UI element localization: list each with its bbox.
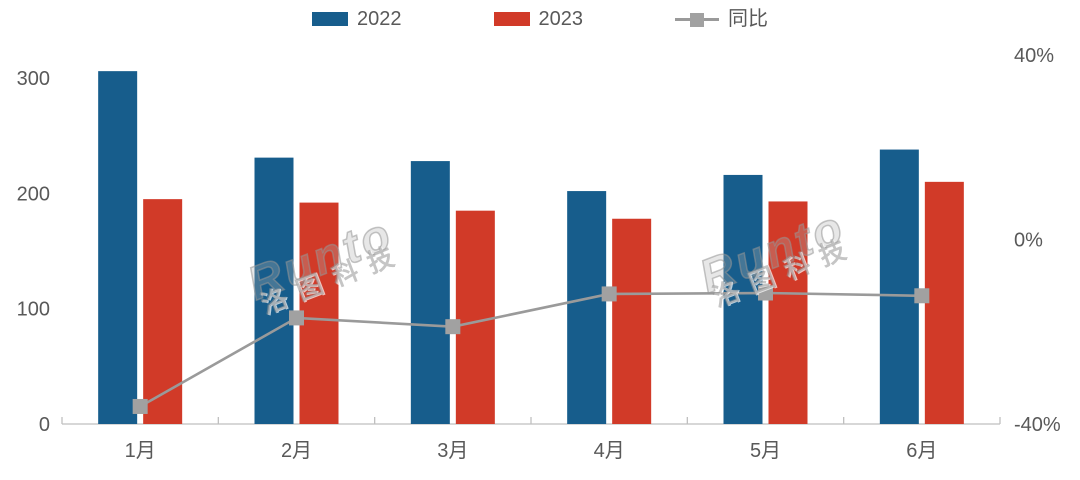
legend-label-yoy: 同比	[728, 8, 768, 30]
bar-2023-4月	[612, 218, 652, 424]
y-right-tick-label: 40%	[1014, 45, 1054, 67]
legend-swatch-2022-icon	[312, 12, 348, 26]
legend-label-2023: 2023	[538, 8, 584, 30]
legend-line-marker-icon	[675, 12, 719, 27]
legend-item-2022: 2022	[312, 6, 402, 32]
x-tick-label-6月: 6月	[906, 440, 937, 462]
bar-2023-1月	[143, 199, 183, 424]
y-left-tick-label: 300	[17, 68, 50, 90]
legend-swatch-2023-icon	[493, 12, 530, 26]
chart-legend: 2022 2023 同比	[0, 6, 1080, 32]
x-tick-label-4月: 4月	[594, 440, 625, 462]
x-tick-label-5月: 5月	[750, 440, 781, 462]
y-left-tick-label: 0	[39, 414, 50, 436]
y-left-tick-label: 200	[17, 183, 50, 205]
bar-2023-5月	[768, 201, 808, 424]
x-tick-label-3月: 3月	[437, 440, 468, 462]
yoy-marker-2月	[289, 310, 304, 326]
legend-item-2023: 2023	[493, 6, 584, 32]
legend-item-yoy: 同比	[675, 6, 768, 32]
bar-2022-4月	[567, 191, 607, 424]
legend-label-2022: 2022	[357, 8, 402, 30]
y-left-tick-label: 100	[17, 299, 50, 321]
yoy-line	[139, 291, 922, 408]
y-right-tick-label: 0%	[1014, 230, 1043, 252]
yoy-marker-4月	[601, 286, 617, 302]
x-tick-label-2月: 2月	[281, 440, 312, 462]
bar-2023-3月	[455, 210, 495, 424]
yoy-marker-3月	[445, 319, 461, 335]
bar-2022-6月	[879, 149, 919, 424]
bar-2023-2月	[299, 202, 339, 424]
yoy-marker-6月	[914, 288, 930, 304]
bar-2022-2月	[254, 157, 294, 425]
x-tick-label-1月: 1月	[125, 440, 156, 462]
bar-2022-5月	[723, 174, 763, 424]
bar-2022-3月	[410, 161, 450, 424]
legend-line-square	[690, 12, 704, 27]
bar-2023-6月	[924, 181, 964, 424]
y-right-tick-label: -40%	[1014, 414, 1061, 436]
bar-2022-1月	[98, 71, 138, 425]
yoy-marker-1月	[132, 398, 148, 414]
yoy-marker-5月	[758, 285, 773, 301]
